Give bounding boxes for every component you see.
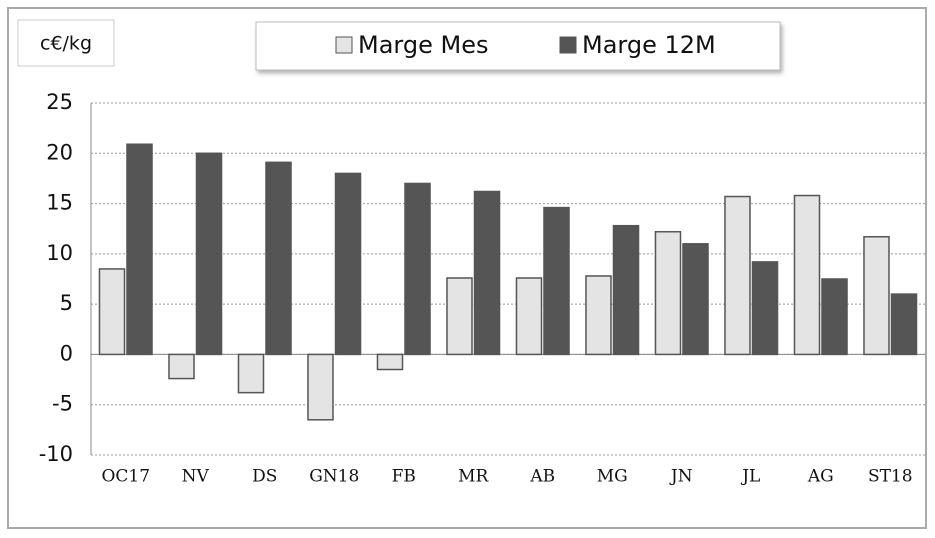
x-tick-label: DS [252, 467, 277, 487]
x-tick-label: JL [740, 467, 760, 487]
bar [585, 275, 612, 356]
bar [612, 224, 640, 356]
legend-label: Marge 12M [582, 31, 716, 59]
bar [98, 268, 126, 356]
bar [168, 353, 195, 380]
bar [724, 195, 751, 356]
y-tick-label: 0 [60, 341, 73, 365]
x-tick-label: OC17 [101, 467, 150, 487]
bar [265, 161, 292, 356]
y-axis-label: c€/kg [40, 33, 92, 55]
y-tick-label: -5 [52, 392, 73, 416]
bar [682, 243, 709, 356]
bar [751, 261, 779, 356]
bar [404, 182, 431, 356]
x-tick-label: FB [392, 467, 416, 487]
bar [890, 293, 918, 356]
x-tick-label: AG [807, 467, 834, 487]
legend-swatch [335, 36, 353, 54]
bar [126, 143, 153, 356]
bar [654, 230, 682, 356]
unit-box [17, 19, 115, 67]
bar [237, 353, 265, 394]
bar [195, 152, 223, 356]
x-tick-label: ST18 [868, 467, 913, 487]
bar [863, 236, 890, 356]
bar [543, 206, 570, 356]
x-tick-label: MR [458, 467, 489, 487]
x-tick-label: AB [529, 467, 555, 487]
bar [793, 194, 821, 356]
x-tick-label: JN [669, 467, 693, 487]
bar [821, 278, 848, 356]
bar [376, 353, 404, 371]
y-tick-label: -10 [39, 442, 73, 466]
y-tick-label: 10 [46, 241, 73, 265]
y-tick-label: 25 [46, 90, 73, 114]
y-tick-label: 15 [46, 191, 73, 215]
x-tick-label: MG [597, 467, 628, 487]
bar [515, 277, 543, 356]
bar [307, 353, 334, 421]
y-tick-label: 5 [60, 291, 73, 315]
x-tick-label: NV [182, 467, 210, 487]
legend-label: Marge Mes [358, 31, 488, 59]
bar [446, 277, 473, 356]
bar [334, 172, 362, 356]
legend-swatch [559, 36, 577, 54]
x-tick-label: GN18 [309, 467, 359, 487]
y-tick-label: 20 [46, 140, 73, 164]
bar [473, 190, 501, 356]
